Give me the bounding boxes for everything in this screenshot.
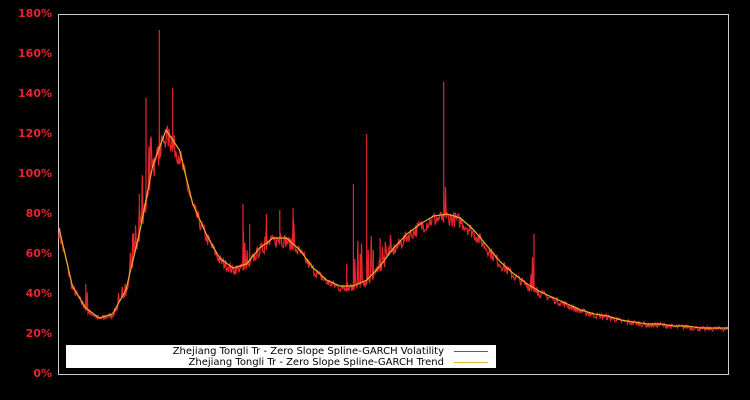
y-tick-label: 80% <box>25 207 52 220</box>
legend-swatch-trend <box>454 362 488 363</box>
y-tick-label: 0% <box>33 367 52 380</box>
y-tick-label: 20% <box>25 327 52 340</box>
volatility-line <box>58 30 729 333</box>
legend: Zhejiang Tongli Tr - Zero Slope Spline-G… <box>66 345 496 368</box>
trend-line <box>58 128 728 329</box>
y-tick-label: 60% <box>25 247 52 260</box>
plot-frame <box>58 14 729 375</box>
y-tick-label: 180% <box>18 7 52 20</box>
legend-item-volatility: Zhejiang Tongli Tr - Zero Slope Spline-G… <box>173 346 488 357</box>
legend-item-trend: Zhejiang Tongli Tr - Zero Slope Spline-G… <box>189 357 488 368</box>
legend-label-volatility: Zhejiang Tongli Tr - Zero Slope Spline-G… <box>172 346 444 357</box>
legend-swatch-volatility <box>454 351 488 352</box>
y-tick-label: 40% <box>25 287 52 300</box>
y-tick-label: 140% <box>18 87 52 100</box>
y-tick-label: 120% <box>18 127 52 140</box>
legend-label-trend: Zhejiang Tongli Tr - Zero Slope Spline-G… <box>188 357 444 368</box>
y-tick-label: 100% <box>18 167 52 180</box>
series-group <box>58 30 729 333</box>
y-tick-label: 160% <box>18 47 52 60</box>
